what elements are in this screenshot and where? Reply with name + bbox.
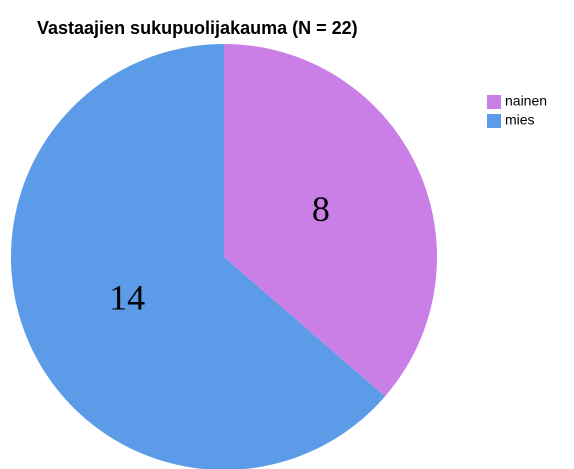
data-label: 8 (312, 189, 330, 229)
legend-swatch (487, 114, 501, 128)
legend-label: nainen (505, 93, 547, 109)
legend-swatch (487, 95, 501, 109)
chart-title: Vastaajien sukupuolijakauma (N = 22) (37, 18, 358, 38)
pie-slice (11, 44, 385, 469)
data-label: 14 (109, 278, 145, 318)
legend-label: mies (505, 112, 535, 128)
pie-slice (224, 44, 438, 397)
